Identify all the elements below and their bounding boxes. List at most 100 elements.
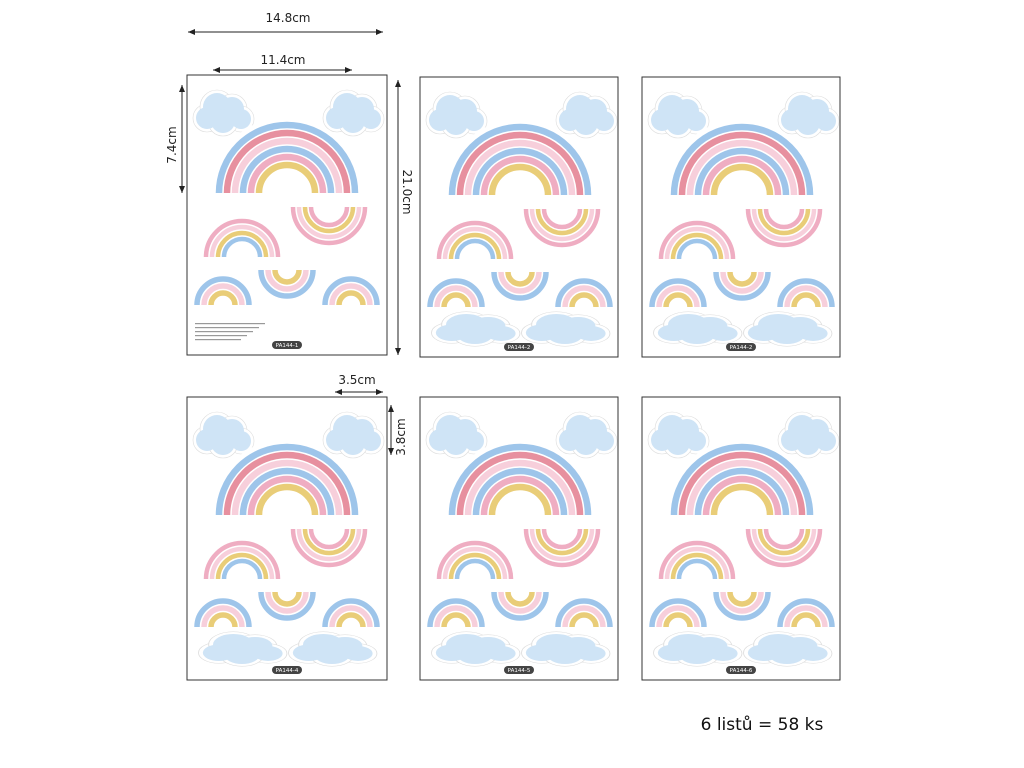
- caption: 6 listů = 58 ks: [701, 715, 824, 735]
- cloud-fill: [211, 109, 235, 133]
- cloud-sticker: [555, 411, 618, 459]
- rainbow-band: [290, 528, 368, 568]
- cloud-fill: [576, 326, 606, 341]
- rainbow-band: [211, 117, 363, 195]
- cloud-fill: [464, 111, 484, 131]
- rainbow-band: [441, 612, 471, 628]
- cloud-fill: [679, 326, 715, 344]
- rainbow-band: [713, 591, 771, 621]
- cloud-sticker: [647, 91, 710, 139]
- rainbow-band: [255, 483, 319, 516]
- cloud-sticker: [521, 631, 611, 667]
- rainbow-band: [456, 131, 584, 196]
- rainbow-band: [670, 552, 724, 580]
- rainbow-band: [670, 443, 814, 516]
- sticker-sheet: PA144-1: [186, 74, 388, 356]
- rainbow-band: [663, 612, 693, 628]
- cloud-fill: [341, 109, 365, 133]
- rainbow-band: [535, 208, 589, 236]
- rainbow-band: [519, 207, 605, 252]
- rainbow-band: [670, 123, 814, 196]
- rainbow-band: [480, 475, 560, 516]
- sheet-label-bg: [726, 666, 756, 674]
- rainbow-band: [427, 598, 485, 628]
- rainbow-band: [649, 278, 707, 308]
- cloud-sticker: [743, 311, 833, 347]
- rainbow-band: [444, 439, 596, 517]
- rainbow-band: [654, 216, 740, 261]
- rainbow-band: [203, 540, 281, 580]
- rainbow-band: [209, 546, 275, 580]
- rainbow-band: [336, 612, 366, 628]
- sticker-sheet: PA144-4: [186, 396, 388, 681]
- cloud-fill: [547, 326, 583, 344]
- rainbow-band: [488, 483, 552, 516]
- rainbow-band: [203, 218, 281, 258]
- rainbow-band: [215, 121, 359, 194]
- cloud-fill: [796, 111, 820, 135]
- rainbow-sticker: [432, 216, 518, 261]
- rainbow-band: [741, 207, 827, 252]
- rainbow-band: [727, 591, 757, 607]
- cloud-fill: [574, 111, 598, 135]
- rainbow-band: [777, 278, 835, 308]
- rainbow-sticker: [666, 119, 818, 197]
- cloud-fill: [547, 646, 583, 664]
- rainbow-band: [272, 591, 302, 607]
- dimension-label: 21.0cm: [400, 169, 414, 214]
- rainbow-band: [784, 285, 828, 308]
- sheets: PA144-1 PA144-2 PA144-2 PA144-4 PA144-5 PA144…: [186, 74, 841, 681]
- rainbow-band: [199, 214, 285, 259]
- rainbow-band: [272, 269, 302, 285]
- dimension-lines: 14.8cm 11.4cm 7.4cm 21.0cm 3.5cm 3.8cm: [165, 11, 414, 456]
- rainbow-band: [694, 467, 790, 516]
- cloud-fill: [796, 431, 820, 455]
- cloud-sticker: [431, 631, 521, 667]
- rainbow-band: [329, 283, 373, 306]
- rainbow-sticker: [199, 214, 285, 259]
- rainbow-sticker: [644, 273, 712, 309]
- cloud-fill: [594, 111, 614, 131]
- sheet-label-bg: [504, 666, 534, 674]
- rainbow-band: [713, 271, 771, 301]
- rainbow-band: [751, 528, 817, 562]
- sheet-label: PA144-1: [276, 343, 299, 349]
- rainbow-sticker: [286, 527, 372, 572]
- cloud-fill: [594, 431, 614, 451]
- rainbow-band: [757, 528, 811, 556]
- rainbow-band: [239, 145, 335, 194]
- rainbow-band: [442, 226, 508, 260]
- cloud-fill: [253, 646, 283, 661]
- rainbow-band: [529, 528, 595, 562]
- rainbow-band: [678, 131, 806, 196]
- cloud-sticker: [653, 311, 743, 347]
- cloud-fill: [666, 431, 690, 455]
- rainbow-band: [441, 292, 471, 308]
- dimension-label: 7.4cm: [165, 126, 179, 163]
- rainbow-band: [322, 598, 380, 628]
- rainbow-band: [791, 612, 821, 628]
- rainbow-sticker: [211, 439, 363, 517]
- rainbow-band: [694, 147, 790, 196]
- rainbow-band: [472, 147, 568, 196]
- sticker-sheet: PA144-2: [641, 76, 841, 358]
- cloud-fill: [231, 109, 251, 129]
- rainbow-sticker: [444, 439, 596, 517]
- sheet-label: PA144-2: [508, 345, 531, 351]
- rainbow-band: [480, 155, 560, 196]
- cloud-sticker: [198, 631, 288, 667]
- rainbow-band: [448, 123, 592, 196]
- rainbow-band: [221, 558, 263, 580]
- cloud-fill: [361, 109, 381, 129]
- sheet-label: PA144-5: [508, 668, 531, 674]
- rainbow-band: [666, 439, 818, 517]
- rainbow-band: [434, 605, 478, 628]
- cloud-fill: [231, 431, 251, 451]
- rainbow-band: [505, 271, 535, 287]
- rainbow-band: [444, 119, 596, 197]
- cloud-sticker: [322, 411, 385, 459]
- rainbow-band: [302, 206, 356, 234]
- sheet-label-bg: [726, 343, 756, 351]
- rainbow-band: [666, 119, 818, 197]
